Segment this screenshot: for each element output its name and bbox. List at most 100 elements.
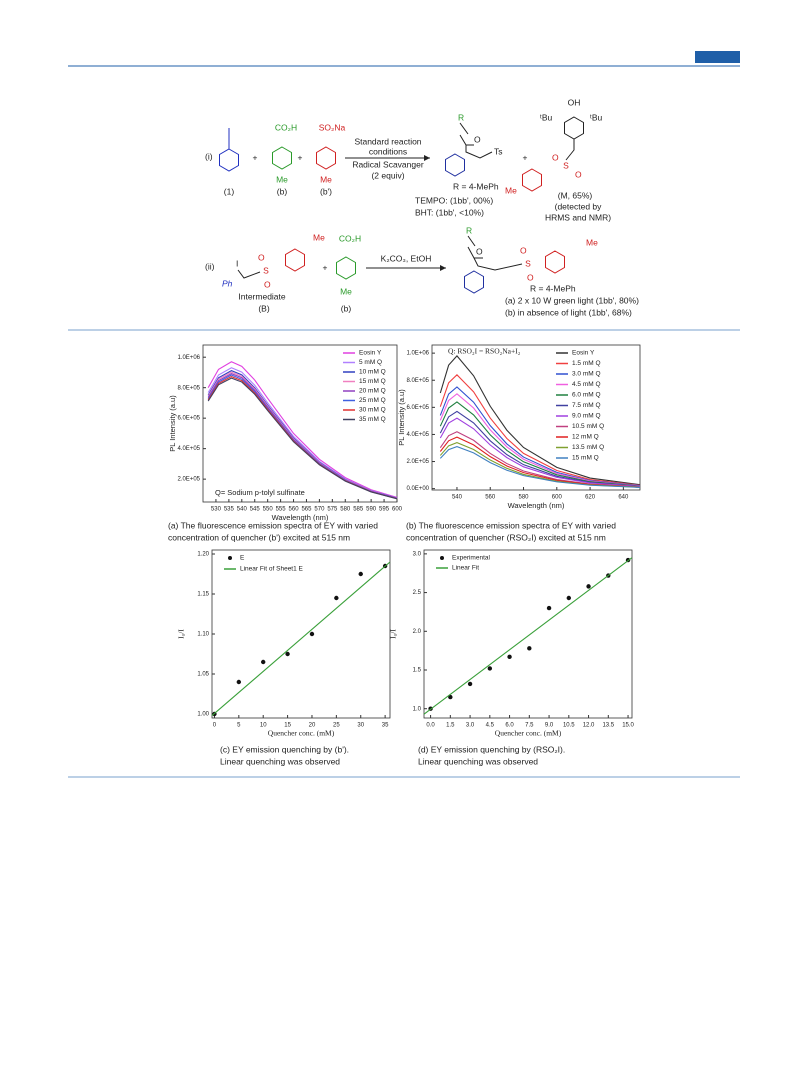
fit-line xyxy=(211,561,391,717)
x-tick-label: 595 xyxy=(379,507,390,513)
legend-label: Linear Fit of Sheet1 E xyxy=(240,566,304,573)
atom: O xyxy=(476,246,483,256)
plus: + xyxy=(523,152,528,162)
arrow-head xyxy=(424,155,430,161)
compound-label: (b) xyxy=(277,186,288,196)
x-tick-label: 13.5 xyxy=(602,723,614,729)
atom: S xyxy=(563,160,569,170)
x-tick-label: 545 xyxy=(250,507,261,513)
caption: Linear quenching was observed xyxy=(418,756,538,766)
result: (M, 65%) xyxy=(558,190,593,200)
caption: concentration of quencher (RSO₂I) excite… xyxy=(406,532,606,542)
y-axis-label: I₀/I xyxy=(177,629,186,639)
ring xyxy=(564,116,584,140)
x-tick-label: 10 xyxy=(260,723,267,729)
x-tick-label: 585 xyxy=(353,507,364,513)
atom: Ph xyxy=(222,278,233,288)
data-point xyxy=(334,595,339,601)
data-point xyxy=(261,659,266,665)
atom: O xyxy=(520,245,527,255)
caption: (d) EY emission quenching by (RSO₂I). xyxy=(418,744,565,754)
y-tick-label: 1.10 xyxy=(197,632,209,638)
label: (ii) xyxy=(205,261,215,271)
x-tick-label: 580 xyxy=(519,495,530,501)
legend-label: 25 mM Q xyxy=(359,397,386,404)
atom: Me xyxy=(505,185,517,195)
legend-label: 1.5 mM Q xyxy=(572,360,601,367)
x-axis-label: Quencher conc. (mM) xyxy=(268,729,335,738)
x-tick-label: 35 xyxy=(382,723,389,729)
ring xyxy=(316,146,336,170)
note: (detected by xyxy=(555,201,603,211)
group: Me xyxy=(320,174,332,184)
atom: R xyxy=(466,225,472,235)
compound-label: (b) xyxy=(341,303,352,313)
result: BHT: (1bb', <10%) xyxy=(415,207,484,217)
series-line xyxy=(207,375,398,500)
group: SO₂Na xyxy=(319,122,346,132)
ring xyxy=(336,256,356,280)
y-tick-label: 4.0E+05 xyxy=(406,432,429,438)
x-tick-label: 560 xyxy=(289,507,300,513)
x-axis-label: Wavelength (nm) xyxy=(272,513,329,522)
plot-frame xyxy=(431,344,641,491)
atom: O xyxy=(575,169,582,179)
data-point xyxy=(358,571,363,577)
series-line xyxy=(207,377,398,500)
series-line xyxy=(207,361,398,498)
data-point xyxy=(309,631,315,637)
legend-swatch xyxy=(440,556,444,560)
atom: O xyxy=(527,272,534,282)
legend-label: 6.0 mM Q xyxy=(572,392,601,399)
y-tick-label: 2.5 xyxy=(413,590,422,596)
series-line xyxy=(439,354,641,486)
x-tick-label: 3.0 xyxy=(466,723,475,729)
y-tick-label: 2.0 xyxy=(413,629,422,635)
series-line xyxy=(439,410,641,487)
legend-label: 7.5 mM Q xyxy=(572,402,601,409)
compound-label: (B) xyxy=(258,303,270,313)
ring xyxy=(522,168,542,192)
y-tick-label: 1.15 xyxy=(197,592,209,598)
atom: S xyxy=(263,265,269,275)
series-line xyxy=(439,393,641,487)
legend-label: 4.5 mM Q xyxy=(572,381,601,388)
y-tick-label: 8.0E+05 xyxy=(406,378,429,384)
compound-label: Intermediate xyxy=(238,291,286,301)
condition: Standard reaction xyxy=(354,136,421,146)
note: HRMS and NMR) xyxy=(545,212,611,222)
y-tick-label: 8.0E+05 xyxy=(177,385,200,391)
data-point xyxy=(236,679,242,685)
caption: (c) EY emission quenching by (b'). xyxy=(220,744,349,754)
plot-frame xyxy=(202,344,398,503)
atom: O xyxy=(552,152,559,162)
ring xyxy=(545,250,565,274)
ring xyxy=(285,248,305,272)
x-tick-label: 15 xyxy=(284,723,291,729)
x-tick-label: 0 xyxy=(213,723,217,729)
x-tick-label: 600 xyxy=(552,495,563,501)
caption: Linear quenching was observed xyxy=(220,756,340,766)
bonds xyxy=(237,269,261,279)
y-tick-label: 1.20 xyxy=(197,552,209,558)
data-point xyxy=(487,666,493,671)
atom: Me xyxy=(586,237,598,247)
y-tick-label: 1.0 xyxy=(413,706,422,712)
group: CO₂H xyxy=(275,122,297,132)
y-axis-label: PL Intensity (a.u) xyxy=(397,389,406,446)
data-point xyxy=(527,646,532,651)
x-tick-label: 0.0 xyxy=(426,723,435,729)
atom: O xyxy=(264,279,271,289)
y-tick-label: 1.0E+06 xyxy=(406,351,429,357)
x-tick-label: 15.0 xyxy=(622,723,634,729)
legend-label: Eosin Y xyxy=(572,350,595,357)
atom: S xyxy=(525,258,531,268)
arrow-head xyxy=(440,265,446,271)
x-tick-label: 9.0 xyxy=(545,723,554,729)
x-tick-label: 565 xyxy=(301,507,312,513)
y-tick-label: 6.0E+05 xyxy=(406,405,429,411)
x-tick-label: 580 xyxy=(340,507,351,513)
x-axis-label: Wavelength (nm) xyxy=(508,501,565,510)
series-line xyxy=(439,374,641,486)
condition: conditions xyxy=(369,146,407,156)
